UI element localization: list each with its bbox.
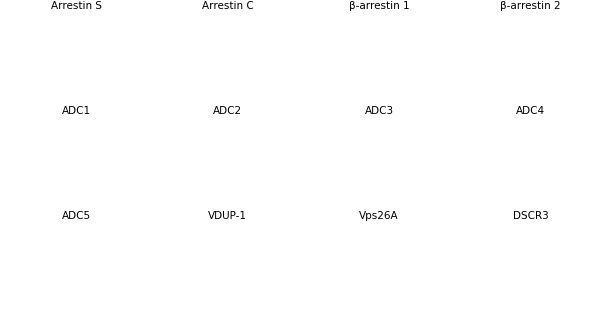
Title: Arrestin C: Arrestin C [202, 1, 254, 11]
Title: ADC5: ADC5 [62, 211, 91, 221]
Title: ADC4: ADC4 [516, 106, 545, 116]
Title: Arrestin S: Arrestin S [51, 1, 102, 11]
Title: VDUP-1: VDUP-1 [208, 211, 247, 221]
Title: Vps26A: Vps26A [359, 211, 399, 221]
Title: ADC1: ADC1 [62, 106, 91, 116]
Title: DSCR3: DSCR3 [513, 211, 549, 221]
Title: β-arrestin 2: β-arrestin 2 [500, 1, 561, 11]
Title: ADC3: ADC3 [365, 106, 394, 116]
Title: ADC2: ADC2 [213, 106, 242, 116]
Title: β-arrestin 1: β-arrestin 1 [349, 1, 410, 11]
